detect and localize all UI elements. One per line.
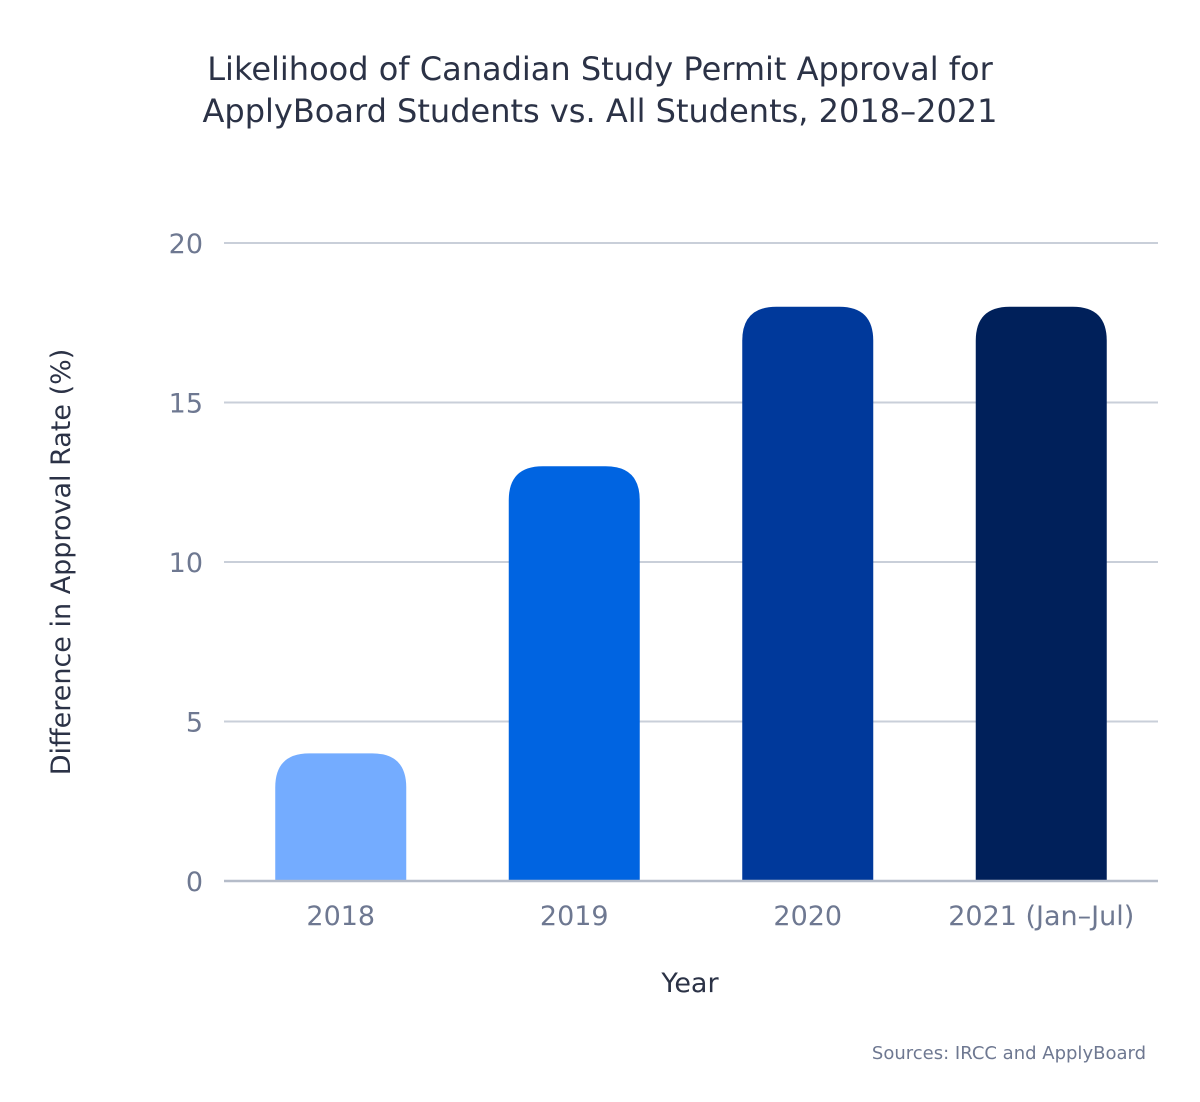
chart-title-line-1: Likelihood of Canadian Study Permit Appr… [207,50,993,88]
x-tick-label: 2020 [773,901,842,932]
bar-4 [975,306,1107,881]
x-tick-label: 2018 [306,901,375,932]
y-tick-label: 10 [169,548,203,579]
x-tick-label: 2021 (Jan–Jul) [948,901,1134,932]
source-note: Sources: IRCC and ApplyBoard [872,1043,1146,1064]
y-axis-ticks: 0 5 10 15 20 [169,229,203,898]
x-axis-ticks: 2018 2019 2020 2021 (Jan–Jul) [306,901,1134,932]
y-tick-label: 20 [169,229,203,260]
y-tick-label: 0 [186,867,203,898]
bars [275,306,1107,881]
bar-3 [742,306,874,881]
chart-title-line-2: ApplyBoard Students vs. All Students, 20… [202,92,997,130]
bar-1 [275,753,407,881]
y-tick-label: 15 [169,389,203,420]
x-axis-label: Year [660,968,719,999]
bar-2 [508,466,640,881]
x-tick-label: 2019 [540,901,609,932]
y-tick-label: 5 [186,708,203,739]
y-axis-label: Difference in Approval Rate (%) [46,349,77,776]
